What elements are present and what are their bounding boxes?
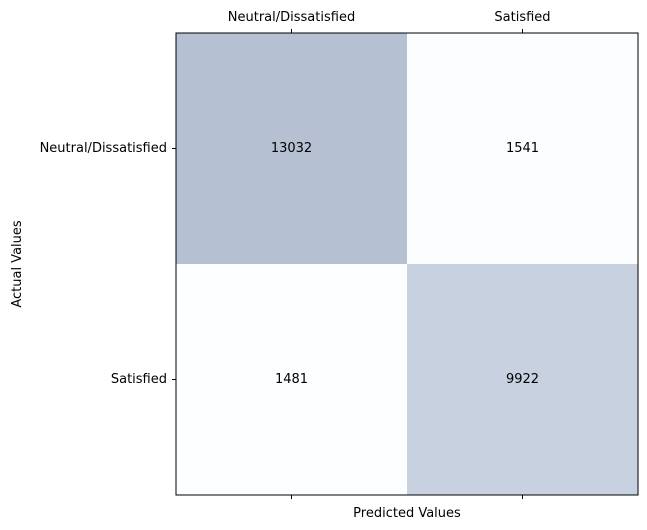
matrix-cell-r1-c1 — [407, 264, 638, 495]
plot-frame — [175, 32, 639, 496]
x-tick-label-0: Neutral/Dissatisfied — [228, 10, 355, 25]
x-tick-label-1: Satisfied — [494, 10, 550, 25]
matrix-cells: 13032 1541 1481 9922 — [176, 33, 638, 495]
y-tick-label-0: Neutral/Dissatisfied — [40, 141, 167, 156]
cell-value-r1-c1: 9922 — [506, 372, 539, 387]
cell-value-r0-c1: 1541 — [506, 141, 539, 156]
y-tick-label-1: Satisfied — [111, 372, 167, 387]
matrix-cell-r0-c1 — [407, 33, 638, 264]
matrix-cell-r0-c0 — [176, 33, 407, 264]
matrix-cell-r1-c0 — [176, 264, 407, 495]
cell-value-r0-c0: 13032 — [271, 141, 312, 156]
y-axis-label: Actual Values — [10, 220, 25, 308]
axis-ticks: Neutral/Dissatisfied Satisfied Neutral/Dis… — [40, 10, 551, 499]
cell-value-r1-c0: 1481 — [275, 372, 308, 387]
x-axis-label: Predicted Values — [353, 506, 461, 521]
